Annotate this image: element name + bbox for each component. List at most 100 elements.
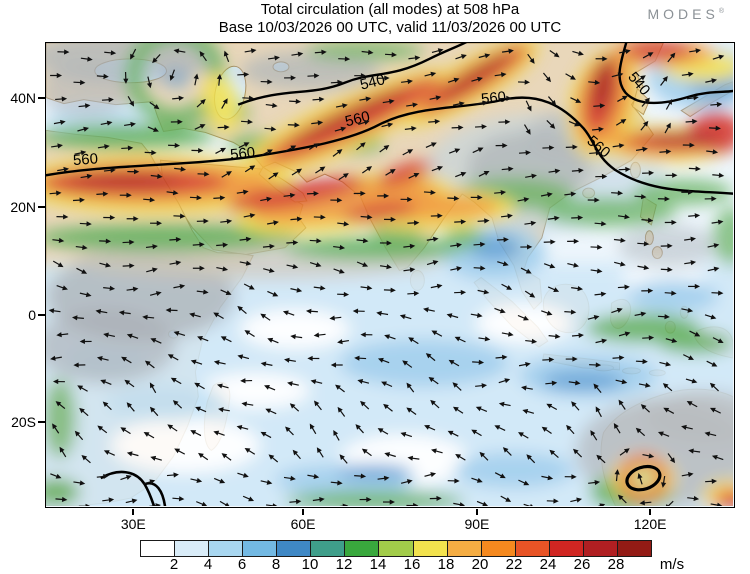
wind-arrow bbox=[447, 430, 459, 437]
wind-arrow bbox=[99, 262, 111, 268]
wind-arrow bbox=[638, 382, 651, 388]
wind-arrow bbox=[240, 378, 253, 384]
wind-arrow bbox=[237, 71, 250, 78]
wind-arrow bbox=[662, 383, 673, 392]
wind-arrow bbox=[618, 166, 631, 172]
wind-arrow bbox=[48, 308, 61, 314]
wind-arrow bbox=[642, 170, 655, 176]
wind-arrow bbox=[377, 75, 390, 81]
wind-arrow bbox=[305, 308, 318, 314]
wind-arrow bbox=[681, 472, 694, 478]
wind-arrow bbox=[147, 126, 159, 132]
wind-arrow bbox=[126, 333, 139, 339]
wind-arrow bbox=[355, 424, 364, 434]
wind-arrow bbox=[635, 75, 646, 83]
wind-arrow bbox=[220, 336, 232, 343]
wind-arrow bbox=[545, 380, 558, 386]
wind-arrow bbox=[260, 196, 272, 202]
wind-arrow bbox=[335, 384, 345, 393]
wind-arrow bbox=[77, 385, 88, 392]
wind-arrow bbox=[100, 120, 113, 126]
colorbar-tick-label: 26 bbox=[573, 556, 591, 573]
wind-arrow bbox=[174, 448, 186, 455]
wind-arrow bbox=[571, 332, 584, 338]
wind-arrow bbox=[594, 221, 607, 227]
wind-arrow bbox=[611, 190, 624, 196]
wind-arrow bbox=[541, 475, 554, 481]
wind-arrow bbox=[260, 361, 273, 367]
wind-arrow bbox=[309, 238, 322, 244]
wind-arrow bbox=[118, 310, 131, 316]
colorbar-cell bbox=[515, 541, 550, 556]
wind-arrow bbox=[455, 54, 467, 60]
wind-arrow bbox=[572, 50, 584, 56]
wind-arrow bbox=[494, 72, 507, 78]
wind-speed-shading bbox=[46, 43, 733, 506]
wind-arrow bbox=[287, 381, 299, 387]
wind-arrow bbox=[306, 190, 319, 197]
wind-arrow bbox=[518, 432, 529, 439]
wind-arrow bbox=[499, 95, 512, 101]
wind-arrow bbox=[165, 307, 178, 313]
wind-arrow bbox=[103, 332, 116, 338]
wind-arrow bbox=[640, 120, 649, 131]
wind-arrow bbox=[216, 242, 229, 248]
wind-arrow bbox=[237, 472, 249, 478]
wind-arrow bbox=[685, 118, 698, 125]
wind-arrow bbox=[308, 143, 320, 150]
wind-arrow bbox=[338, 56, 351, 62]
chart-title: Total circulation (all modes) at 508 hPa bbox=[260, 1, 520, 18]
wind-arrow bbox=[361, 448, 372, 457]
wind-arrow bbox=[517, 197, 530, 203]
wind-arrow bbox=[549, 449, 559, 458]
wind-arrow bbox=[192, 242, 205, 248]
wind-arrow bbox=[126, 402, 135, 412]
wind-arrow bbox=[546, 119, 556, 129]
wind-arrow bbox=[565, 73, 576, 80]
wind-arrow bbox=[292, 449, 301, 460]
wind-arrow bbox=[313, 332, 326, 338]
wind-arrow bbox=[267, 220, 279, 226]
wind-arrow bbox=[312, 497, 325, 503]
wind-arrow bbox=[149, 382, 157, 394]
wind-arrow bbox=[104, 50, 117, 56]
lat-tick-label: 40N bbox=[10, 89, 36, 106]
wind-arrow bbox=[424, 71, 437, 77]
wind-arrow bbox=[639, 500, 652, 506]
wind-arrow bbox=[285, 145, 297, 152]
wind-arrow bbox=[542, 357, 555, 363]
wind-arrow bbox=[452, 406, 464, 414]
wind-arrow bbox=[189, 195, 202, 201]
wind-arrow bbox=[664, 500, 674, 506]
colorbar-cell bbox=[311, 541, 346, 556]
wind-arrow bbox=[283, 192, 296, 199]
wind-arrow bbox=[332, 149, 343, 157]
wind-arrow bbox=[470, 194, 483, 200]
lat-tick bbox=[38, 96, 45, 99]
wind-arrow bbox=[59, 446, 67, 458]
wind-arrow bbox=[221, 453, 232, 461]
colorbar-cell bbox=[447, 541, 482, 556]
colorbar-cell bbox=[243, 541, 278, 556]
wind-arrow bbox=[589, 150, 602, 156]
wind-arrow bbox=[566, 424, 575, 435]
wind-arrow bbox=[74, 430, 84, 441]
wind-arrow bbox=[291, 168, 303, 176]
wind-arrow bbox=[265, 102, 278, 109]
wind-arrow bbox=[641, 97, 650, 107]
lon-tick-label: 120E bbox=[633, 516, 667, 532]
wind-arrow bbox=[217, 124, 230, 130]
wind-arrow bbox=[688, 166, 701, 172]
wind-arrow bbox=[519, 150, 531, 156]
wind-arrow bbox=[144, 360, 155, 369]
wind-arrow bbox=[520, 244, 533, 250]
wind-arrow bbox=[216, 73, 223, 86]
wind-arrow bbox=[376, 310, 389, 317]
wind-arrow bbox=[612, 143, 625, 149]
wind-arrow bbox=[191, 147, 204, 154]
wind-arrow bbox=[149, 503, 161, 506]
wind-arrow bbox=[635, 427, 646, 437]
wind-arrow bbox=[243, 213, 256, 219]
wind-arrow bbox=[79, 221, 92, 227]
wind-arrow bbox=[400, 432, 413, 438]
